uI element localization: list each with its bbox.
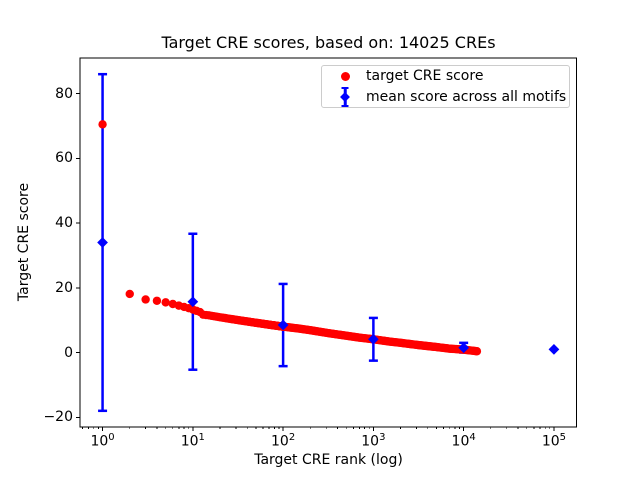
y-tick-label-0: −20	[43, 409, 73, 426]
y-tick-label-3: 40	[55, 215, 73, 232]
target-dot	[98, 120, 107, 129]
x-tick-label-1: 101	[180, 432, 205, 450]
target-dot	[161, 298, 170, 307]
target-dot	[472, 347, 482, 356]
x-tick-label-0: 100	[90, 432, 115, 450]
x-tick-label-5: 105	[541, 432, 567, 450]
x-tick-label-3: 103	[361, 432, 386, 450]
plot-frame	[79, 57, 577, 428]
blue-diamond-errorbar-icon	[339, 86, 351, 107]
y-tick-label-1: 0	[64, 344, 73, 361]
target-dot	[152, 296, 162, 305]
red-circle-icon	[340, 71, 350, 81]
legend-label-mean: mean score across all motifs	[366, 88, 567, 105]
legend-marker-mean	[330, 86, 360, 107]
x-tick-label-4: 104	[451, 432, 476, 450]
legend-marker-target	[330, 71, 360, 81]
mean-diamond	[368, 333, 379, 345]
y-tick-label-4: 60	[55, 150, 73, 167]
error-bars	[98, 72, 469, 413]
mean-diamond	[187, 296, 199, 308]
y-axis-label: Target CRE score	[16, 182, 32, 302]
y-tick-label-2: 20	[55, 279, 73, 296]
target-series	[98, 120, 482, 356]
x-tick-label-2: 102	[271, 432, 296, 450]
target-dot	[125, 289, 134, 299]
legend-label-target: target CRE score	[366, 68, 484, 85]
mean-diamond	[97, 237, 108, 248]
chart-title: Target CRE scores, based on: 14025 CREs	[161, 33, 496, 52]
x-axis-label: Target CRE rank (log)	[254, 452, 403, 468]
mean-series	[97, 237, 560, 355]
mean-diamond	[548, 343, 560, 355]
legend-entry-mean: mean score across all motifs	[330, 86, 566, 107]
mean-diamond	[458, 342, 470, 354]
axis-ticks	[76, 93, 555, 431]
mean-diamond	[277, 319, 289, 331]
y-tick-label-5: 80	[55, 85, 73, 102]
legend: target CRE score mean score across all m…	[321, 65, 570, 108]
target-dot	[141, 295, 150, 304]
legend-entry-target: target CRE score	[330, 66, 561, 86]
